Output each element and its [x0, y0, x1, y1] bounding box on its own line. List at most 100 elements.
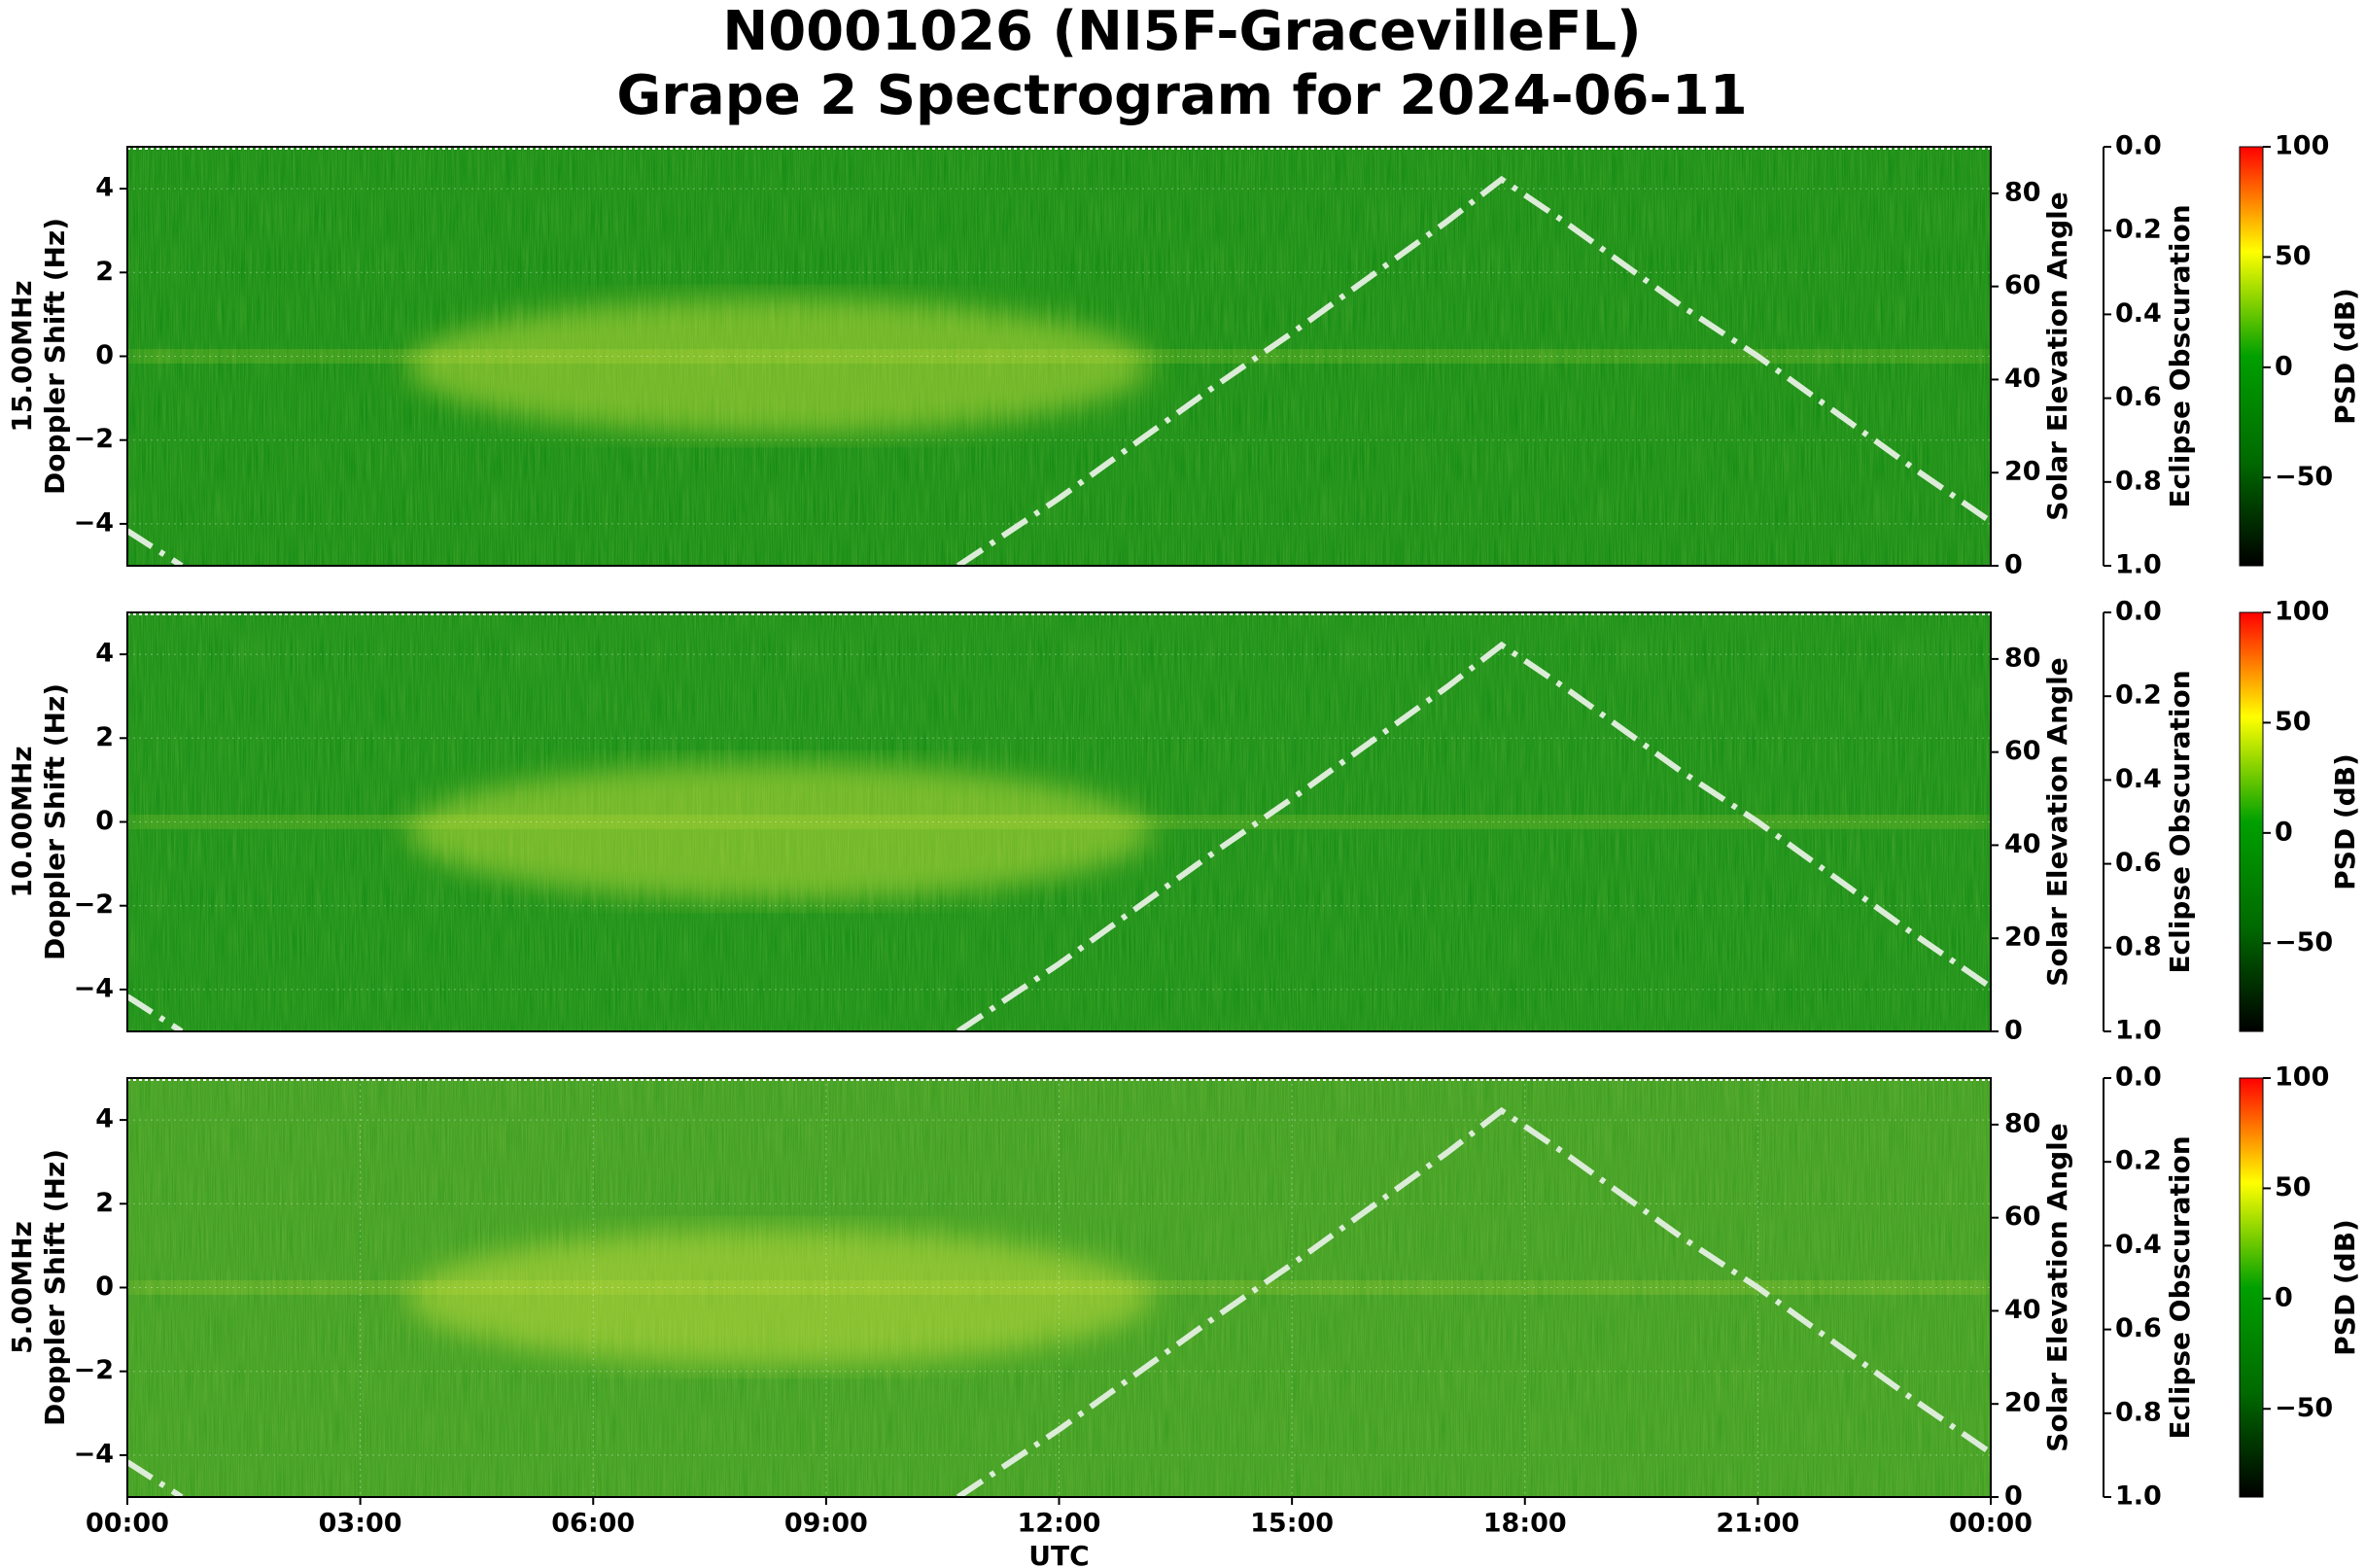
- colorbar-tick-label: 50: [2275, 241, 2312, 271]
- y2-tick-label: 60: [2004, 270, 2041, 300]
- y3-tick-label: 0.6: [2115, 382, 2162, 412]
- y2-axis-label: Solar Elevation Angle: [2041, 192, 2073, 520]
- y2-tick-label: 0: [2004, 1481, 2023, 1512]
- y2-tick-label: 40: [2004, 829, 2041, 859]
- y3-axis-label: Eclipse Obscuration: [2164, 1135, 2196, 1439]
- colorbar: [2239, 1077, 2264, 1498]
- y-axis-label: 5.00MHz: [6, 1221, 38, 1354]
- y-tick-label: 2: [95, 257, 114, 287]
- y2-tick-label: 20: [2004, 923, 2041, 953]
- y3-tick-label: 0.8: [2115, 466, 2162, 496]
- y2-axis-label: Solar Elevation Angle: [2041, 657, 2073, 986]
- colorbar: [2239, 611, 2264, 1032]
- solar-elevation-line: [956, 641, 1991, 1031]
- y-axis-label: 15.00MHz: [6, 280, 38, 432]
- signal-glow: [406, 1229, 1153, 1366]
- solar-elevation-line: [956, 175, 1991, 566]
- x-tick-label: 21:00: [1716, 1509, 1799, 1539]
- y-tick-label: −2: [74, 1355, 114, 1385]
- colorbar-label: PSD (dB): [2329, 288, 2361, 425]
- y2-tick-label: 40: [2004, 364, 2041, 394]
- title-line: Grape 2 Spectrogram for 2024-06-11: [616, 64, 1747, 127]
- colorbar-tick-label: 0: [2275, 351, 2293, 381]
- y-axis-label: 10.00MHz: [6, 746, 38, 897]
- y-tick-label: 2: [95, 722, 114, 752]
- y3-tick-label: 1.0: [2115, 1481, 2162, 1512]
- y2-axis-label: Solar Elevation Angle: [2041, 1123, 2073, 1451]
- x-tick-label: 15:00: [1250, 1509, 1334, 1539]
- y3-axis-label: Eclipse Obscuration: [2164, 204, 2196, 507]
- x-tick-label: 12:00: [1018, 1509, 1101, 1539]
- signal-band: [127, 1281, 1991, 1294]
- colorbar-tick-label: 0: [2275, 1282, 2293, 1312]
- colorbar: [2239, 146, 2264, 567]
- colorbar-tick-label: −50: [2275, 1393, 2333, 1423]
- y-tick-label: 4: [95, 173, 114, 203]
- colorbar-tick-label: −50: [2275, 927, 2333, 958]
- y3-tick-label: 0.8: [2115, 931, 2162, 961]
- y-tick-label: −4: [74, 1439, 114, 1469]
- y-axis-label: Doppler Shift (Hz): [39, 218, 71, 495]
- y2-tick-label: 20: [2004, 1388, 2041, 1418]
- signal-band: [127, 350, 1991, 363]
- y2-tick-label: 20: [2004, 457, 2041, 487]
- y-tick-label: 4: [95, 1104, 114, 1134]
- y-tick-label: −4: [74, 507, 114, 538]
- y2-tick-label: 40: [2004, 1295, 2041, 1325]
- y2-tick-label: 60: [2004, 1202, 2041, 1232]
- y2-tick-label: 60: [2004, 736, 2041, 766]
- y-tick-label: 0: [95, 1272, 114, 1302]
- solar-elevation-line: [127, 528, 184, 566]
- y3-tick-label: 0.2: [2115, 215, 2162, 245]
- colorbar-tick-label: 0: [2275, 817, 2293, 847]
- y3-tick-label: 1.0: [2115, 550, 2162, 580]
- y2-tick-label: 0: [2004, 1016, 2023, 1046]
- plot-area: [127, 147, 1991, 566]
- signal-glow: [406, 763, 1153, 900]
- x-tick-label: 00:00: [1949, 1509, 2033, 1539]
- y-tick-label: 2: [95, 1188, 114, 1218]
- solar-elevation-line: [127, 993, 184, 1031]
- y3-tick-label: 0.6: [2115, 848, 2162, 878]
- y3-tick-label: 0.2: [2115, 1146, 2162, 1176]
- y3-tick-label: 0.8: [2115, 1397, 2162, 1427]
- y3-tick-label: 0.6: [2115, 1313, 2162, 1343]
- y-tick-label: −2: [74, 889, 114, 920]
- y-tick-label: −4: [74, 973, 114, 1003]
- signal-band: [127, 816, 1991, 828]
- x-axis-label: UTC: [1028, 1540, 1089, 1568]
- y2-tick-label: 80: [2004, 643, 2041, 673]
- colorbar-tick-label: 100: [2275, 597, 2329, 627]
- colorbar-label: PSD (dB): [2329, 1219, 2361, 1356]
- colorbar-tick-label: 50: [2275, 707, 2312, 737]
- solar-elevation-line: [127, 1459, 184, 1497]
- colorbar-tick-label: 100: [2275, 1063, 2329, 1093]
- y3-tick-label: 0.0: [2115, 1063, 2162, 1093]
- x-tick-label: 06:00: [551, 1509, 635, 1539]
- y-tick-label: 4: [95, 639, 114, 669]
- y3-tick-label: 0.0: [2115, 131, 2162, 161]
- y-axis-label: Doppler Shift (Hz): [39, 1149, 71, 1426]
- y3-tick-label: 0.0: [2115, 597, 2162, 627]
- colorbar-label: PSD (dB): [2329, 753, 2361, 890]
- plot-area: [127, 612, 1991, 1031]
- y2-tick-label: 80: [2004, 1108, 2041, 1138]
- y2-tick-label: 80: [2004, 177, 2041, 207]
- y-tick-label: 0: [95, 340, 114, 370]
- y3-axis-label: Eclipse Obscuration: [2164, 670, 2196, 973]
- colorbar-tick-label: −50: [2275, 462, 2333, 492]
- y3-tick-label: 0.4: [2115, 764, 2162, 794]
- x-tick-label: 18:00: [1483, 1509, 1567, 1539]
- x-tick-label: 09:00: [784, 1509, 868, 1539]
- y-tick-label: 0: [95, 806, 114, 836]
- signal-glow: [406, 297, 1153, 435]
- y2-tick-label: 0: [2004, 550, 2023, 580]
- x-tick-label: 03:00: [319, 1509, 402, 1539]
- y3-tick-label: 0.4: [2115, 1230, 2162, 1260]
- y3-tick-label: 0.2: [2115, 680, 2162, 711]
- x-tick-label: 00:00: [86, 1509, 169, 1539]
- y3-tick-label: 1.0: [2115, 1016, 2162, 1046]
- y3-tick-label: 0.4: [2115, 298, 2162, 329]
- colorbar-tick-label: 100: [2275, 131, 2329, 161]
